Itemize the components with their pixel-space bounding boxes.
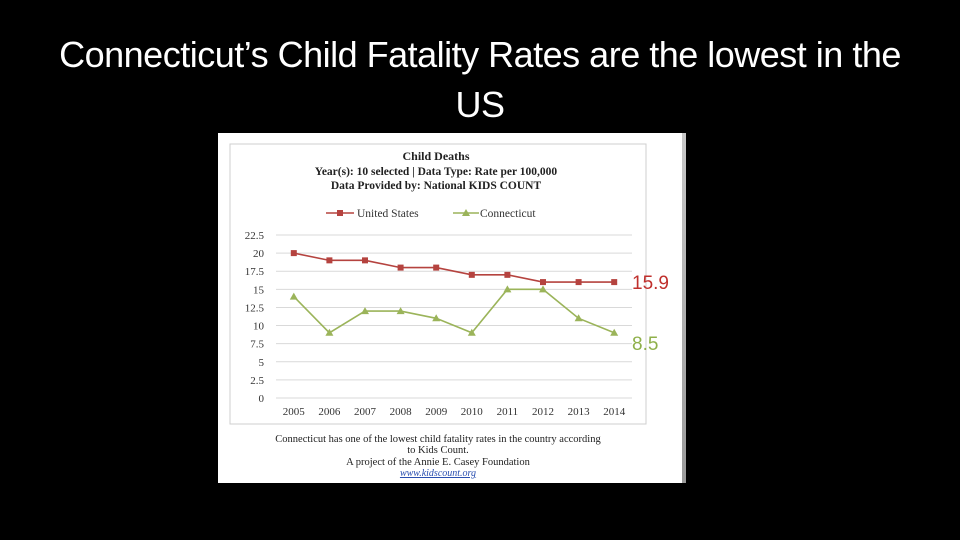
- x-tick-label: 2014: [603, 406, 626, 418]
- chart-border: [229, 143, 647, 425]
- series-line-united-states: [293, 252, 615, 283]
- legend-ct-label: Connecticut: [480, 208, 536, 220]
- data-point-connecticut: [467, 328, 476, 336]
- y-tick-label: 2.5: [250, 375, 264, 387]
- data-point-connecticut: [361, 307, 369, 315]
- data-point-united-states: [611, 279, 618, 286]
- x-tick-label: 2013: [568, 406, 591, 418]
- data-point-united-states: [326, 257, 333, 264]
- x-tick-label: 2006: [318, 406, 341, 418]
- y-tick-label: 22.5: [245, 230, 265, 242]
- y-tick-label: 10: [253, 321, 265, 333]
- legend-us-label: United States: [357, 208, 419, 220]
- y-tick-label: 12.5: [245, 302, 265, 314]
- data-point-connecticut: [503, 285, 512, 293]
- data-point-united-states: [575, 279, 582, 286]
- x-tick-label: 2008: [390, 406, 413, 418]
- chart-legend: United States Connecticut: [326, 208, 536, 220]
- data-point-connecticut: [432, 314, 441, 322]
- data-point-connecticut: [396, 307, 405, 315]
- x-tick-label: 2005: [283, 406, 306, 418]
- chart-subtitle-year: Year(s): 10 selected | Data Type: Rate p…: [315, 166, 558, 178]
- ct-value-callout: 8.5: [632, 334, 659, 355]
- data-point-united-states: [290, 250, 297, 257]
- data-point-connecticut: [574, 314, 583, 322]
- chart-subtitle-provider: Data Provided by: National KIDS COUNT: [331, 180, 542, 192]
- kidscount-link[interactable]: www.kidscount.org: [400, 468, 476, 479]
- image-edge: [682, 133, 686, 483]
- child-deaths-chart: Child Deaths Year(s): 10 selected | Data…: [229, 143, 647, 479]
- data-point-connecticut: [539, 285, 547, 293]
- x-tick-label: 2010: [461, 406, 484, 418]
- x-tick-label: 2012: [532, 406, 554, 418]
- data-point-united-states: [433, 264, 440, 271]
- legend-us-marker: [337, 210, 343, 216]
- chart-title: Child Deaths: [402, 149, 469, 163]
- data-point-united-states: [540, 279, 546, 286]
- x-tick-label: 2007: [354, 406, 377, 418]
- data-point-united-states: [504, 271, 511, 278]
- y-tick-label: 0: [259, 393, 265, 405]
- chart-footnote-line2: to Kids Count.: [407, 445, 469, 456]
- x-tick-label: 2011: [497, 406, 519, 418]
- y-tick-label: 20: [253, 248, 265, 260]
- series-line-connecticut: [293, 288, 615, 334]
- data-point-connecticut: [610, 328, 619, 336]
- data-point-united-states: [362, 257, 368, 264]
- data-point-connecticut: [289, 292, 298, 300]
- chart-footnote-line3: A project of the Annie E. Casey Foundati…: [346, 457, 530, 468]
- y-tick-label: 15: [253, 284, 265, 296]
- x-tick-label: 2009: [425, 406, 448, 418]
- data-point-united-states: [468, 271, 475, 278]
- y-tick-label: 5: [259, 357, 265, 369]
- data-point-connecticut: [325, 328, 334, 336]
- data-point-united-states: [397, 264, 404, 271]
- us-value-callout: 15.9: [632, 273, 669, 294]
- chart-image: Child Deaths Year(s): 10 selected | Data…: [218, 133, 686, 483]
- legend-ct-marker: [462, 209, 470, 216]
- chart-footnote-line1: Connecticut has one of the lowest child …: [275, 434, 601, 445]
- y-tick-label: 17.5: [245, 266, 265, 278]
- y-tick-label: 7.5: [250, 339, 264, 351]
- slide-title: Connecticut’s Child Fatality Rates are t…: [59, 34, 901, 125]
- plot-area: 0 2.5 5 7.5 10 12.5 15 17.5 20 22.5 2005 2006 2007 20…: [245, 230, 632, 418]
